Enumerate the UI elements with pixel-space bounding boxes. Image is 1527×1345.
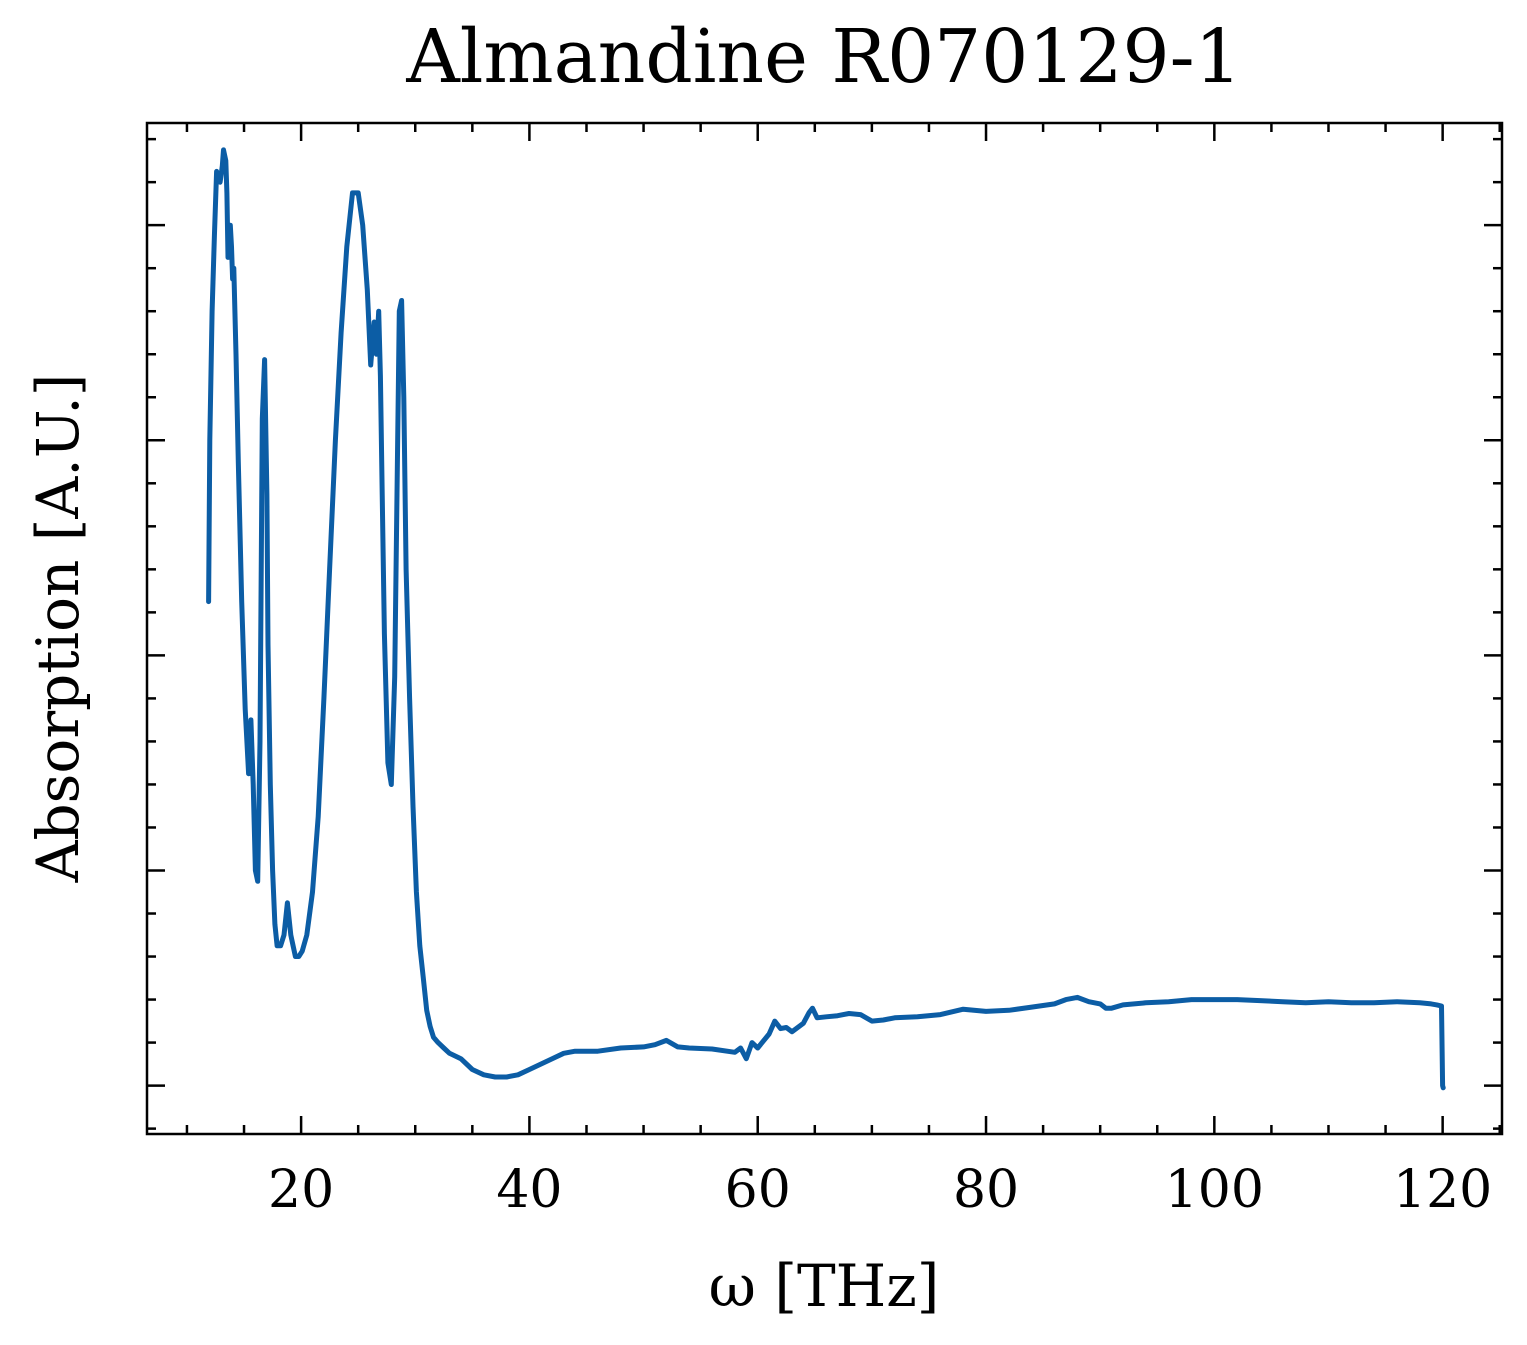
x-tick-label: 60 (725, 1160, 791, 1220)
y-axis-label: Absorption [A.U.] (24, 374, 92, 884)
x-tick-label: 120 (1393, 1160, 1492, 1220)
x-tick-label: 80 (953, 1160, 1019, 1220)
tick-labels: 20 40 60 80 100 120 (268, 1160, 1492, 1220)
x-tick-label: 40 (496, 1160, 562, 1220)
x-tick-label: 20 (268, 1160, 334, 1220)
chart-title: Almandine R070129-1 (405, 14, 1241, 100)
x-tick-label: 100 (1165, 1160, 1264, 1220)
series-line (206, 147, 1446, 1091)
plot-frame (145, 121, 1504, 1136)
x-axis-label: ω [THz] (709, 1252, 940, 1320)
tick-marks (147, 123, 1502, 1134)
